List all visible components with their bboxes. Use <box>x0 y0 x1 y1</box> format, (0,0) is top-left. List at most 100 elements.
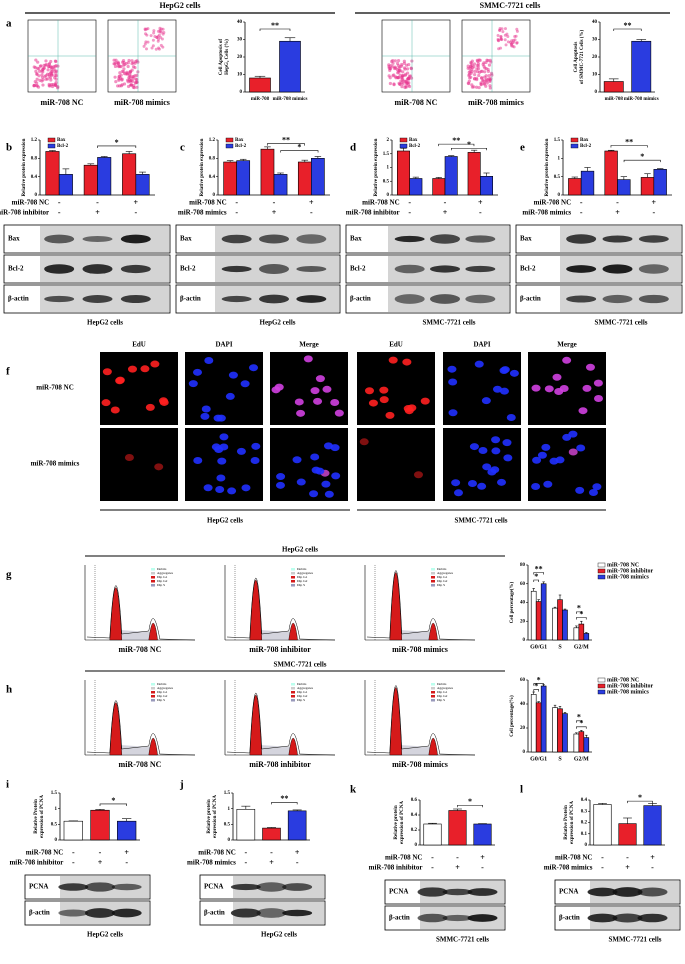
x-tick-label: miR-708 mimics <box>273 97 308 102</box>
hist-legend-swatch <box>291 687 295 690</box>
band-label: β-actin <box>559 914 580 922</box>
hist-legend-label: Dip G2 <box>437 694 448 698</box>
bar <box>83 164 98 196</box>
band-label: Bcl-2 <box>350 265 366 273</box>
flow-dot <box>42 66 46 70</box>
hist-legend-swatch <box>431 691 435 694</box>
sig-bracket <box>613 28 642 31</box>
y-axis-label: expression of PCNA <box>40 795 45 838</box>
flow-dot <box>473 76 477 81</box>
bar <box>573 733 580 753</box>
nucleus <box>145 403 155 411</box>
s-phase <box>255 630 294 640</box>
condition-sign: - <box>431 863 434 872</box>
condition-label: miR-708 NC <box>26 849 64 857</box>
flow-dot <box>121 63 126 67</box>
flow-dot <box>158 26 162 30</box>
condition-label: miR-708 NC <box>555 854 593 862</box>
legend-label: Bax <box>580 138 589 143</box>
nucleus <box>588 488 598 496</box>
hist-legend-swatch <box>291 580 295 583</box>
nucleus <box>213 414 223 422</box>
nucleus <box>502 439 512 447</box>
hist-legend-swatch <box>291 695 295 698</box>
flow-dot <box>34 58 38 62</box>
bar <box>540 583 547 641</box>
nucleus <box>217 457 227 465</box>
y-tick-label: 1 <box>55 807 58 812</box>
hist-legend-label: Debris <box>297 567 307 571</box>
condition-sign: - <box>58 198 61 207</box>
flow-dot <box>151 38 155 42</box>
hist-legend-label: Dip G2 <box>297 579 308 583</box>
flow-dot <box>37 74 41 78</box>
y-tick-label: 0.3 <box>581 809 588 814</box>
flow-dot <box>158 35 162 39</box>
y-tick-label: 0 <box>523 638 526 643</box>
hist-legend-swatch <box>151 683 155 686</box>
flow-dot <box>480 69 484 73</box>
flow-dot <box>113 64 118 69</box>
hist-legend-label: Aggregates <box>437 571 454 575</box>
flow-dot <box>512 45 516 49</box>
nucleus <box>303 355 313 363</box>
bar <box>552 707 558 753</box>
y-tick-label: 0 <box>558 193 561 198</box>
hist-legend-label: Dip G2 <box>437 579 448 583</box>
bar <box>473 823 492 846</box>
blot-band <box>430 294 460 304</box>
blot-band <box>44 234 75 244</box>
legend-swatch <box>399 143 408 149</box>
legend-label: Bax <box>57 138 66 143</box>
flow-dot <box>118 64 122 68</box>
flow-dot <box>506 40 510 44</box>
condition-sign: - <box>626 853 629 862</box>
flow-dot <box>394 66 398 70</box>
y-tick-label: 10 <box>592 73 598 78</box>
hist-legend-label: Dip S <box>297 583 305 587</box>
flow-dot <box>50 84 55 89</box>
bar <box>236 808 256 841</box>
y-axis-label: Cell Apoptosis <box>574 42 579 73</box>
condition-sign: + <box>455 863 460 872</box>
condition-sign: - <box>481 863 484 872</box>
flow-dot <box>43 63 48 67</box>
flow-dot <box>122 72 127 76</box>
flow-dot <box>41 83 45 87</box>
blot-caption: SMMC-7721 cells <box>594 319 647 327</box>
condition-sign: - <box>244 848 247 857</box>
nucleus <box>531 482 541 490</box>
nucleus <box>158 397 168 405</box>
legend-label: Bcl-2 <box>580 144 592 149</box>
blot-band <box>296 265 327 273</box>
nucleus <box>492 385 502 393</box>
header-title: HepG2 cells <box>159 1 200 10</box>
condition-label: miR-708 NC <box>362 199 400 207</box>
flow-dot <box>392 83 396 87</box>
flow-dot <box>129 78 133 83</box>
nucleus <box>578 407 588 415</box>
bar <box>604 150 618 196</box>
sig-label: * <box>640 152 644 161</box>
condition-sign: - <box>96 198 99 207</box>
blot-band <box>566 265 597 273</box>
hist-legend-label: Dip G1 <box>437 690 448 694</box>
nucleus <box>219 433 229 441</box>
blot-band <box>637 887 668 897</box>
sig-bracket <box>99 803 127 806</box>
flow-dot <box>400 85 404 89</box>
flow-dot <box>134 59 138 64</box>
nucleus <box>193 457 203 465</box>
flow-dot <box>143 42 147 46</box>
flow-dot <box>132 86 136 90</box>
nucleus <box>275 481 285 489</box>
blot-band <box>417 913 448 923</box>
blot-band <box>602 264 633 274</box>
y-tick-label: 40 <box>237 20 243 25</box>
hist-legend-swatch <box>151 576 155 579</box>
flow-dot <box>120 78 124 82</box>
nucleus <box>532 456 542 464</box>
sig-label: ** <box>452 136 460 145</box>
image-header: Merge <box>557 341 576 349</box>
nucleus <box>331 472 341 480</box>
